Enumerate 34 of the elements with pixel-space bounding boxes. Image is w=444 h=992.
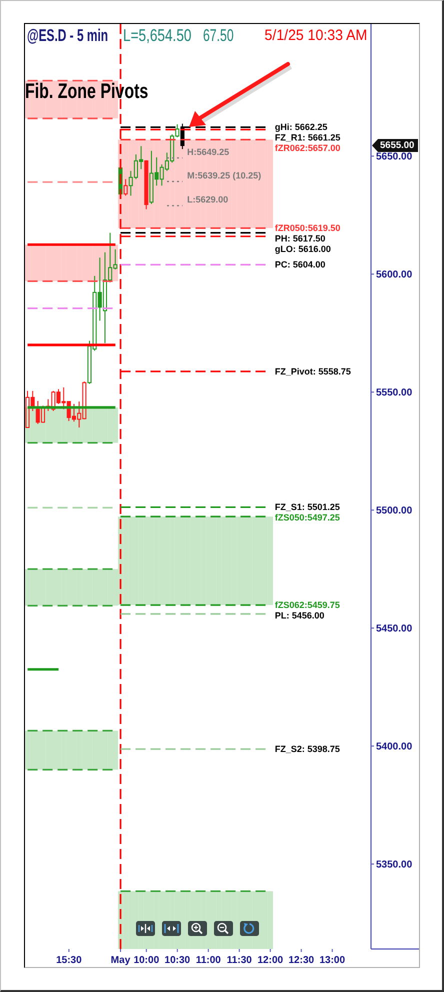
series-label: fZS050:5497.25 — [274, 512, 340, 523]
x-tick-label: 15:30 — [56, 955, 82, 966]
series-label: FZ_Pivot: 5558.75 — [274, 366, 351, 376]
x-tick-label: 12:00 — [258, 955, 284, 966]
x-tick-label: 10:30 — [164, 955, 191, 966]
series-label: PH: 5617.50 — [274, 234, 326, 244]
series-label: FZ_R1: 5661.25 — [274, 132, 340, 143]
x-tick-label: May — [110, 955, 131, 966]
y-tick-label: 5550.00 — [376, 388, 413, 399]
series-label: gHi: 5662.25 — [274, 122, 328, 132]
series-label: gLO: 5616.00 — [274, 244, 331, 254]
x-tick-label: 13:00 — [319, 955, 346, 966]
x-tick-label: 10:00 — [134, 955, 160, 966]
chart-title: @ES.D - 5 min — [27, 26, 108, 45]
y-tick-label: 5450.00 — [376, 624, 413, 635]
series-label: PL: 5456.00 — [274, 610, 324, 621]
y-tick-label: 5350.00 — [376, 860, 413, 871]
series-label: PC: 5604.00 — [274, 260, 326, 270]
series-label: FZ_S1: 5501.25 — [274, 502, 340, 512]
annotation: 5/1/25 10:33 AM — [264, 27, 367, 44]
text: 5655.00 — [380, 140, 414, 152]
x-tick-label: 12:30 — [288, 955, 315, 966]
series-label: fZR062:5657.00 — [274, 143, 340, 154]
annotation: 67.50 — [203, 26, 234, 45]
y-tick-label: 5650.00 — [376, 152, 413, 163]
series-label: fZS062:5459.75 — [274, 600, 340, 610]
x-tick-label: 11:30 — [226, 955, 252, 966]
series-label: fZR050:5619.50 — [274, 223, 340, 234]
y-tick-label: 5600.00 — [376, 270, 413, 281]
series-label: FZ_S2: 5398.75 — [274, 744, 340, 754]
y-tick-label: 5400.00 — [376, 742, 413, 753]
x-tick-label: 11:00 — [196, 955, 222, 966]
y-tick-label: 5500.00 — [376, 506, 413, 517]
annotation: L=5,654.50 — [123, 26, 192, 45]
